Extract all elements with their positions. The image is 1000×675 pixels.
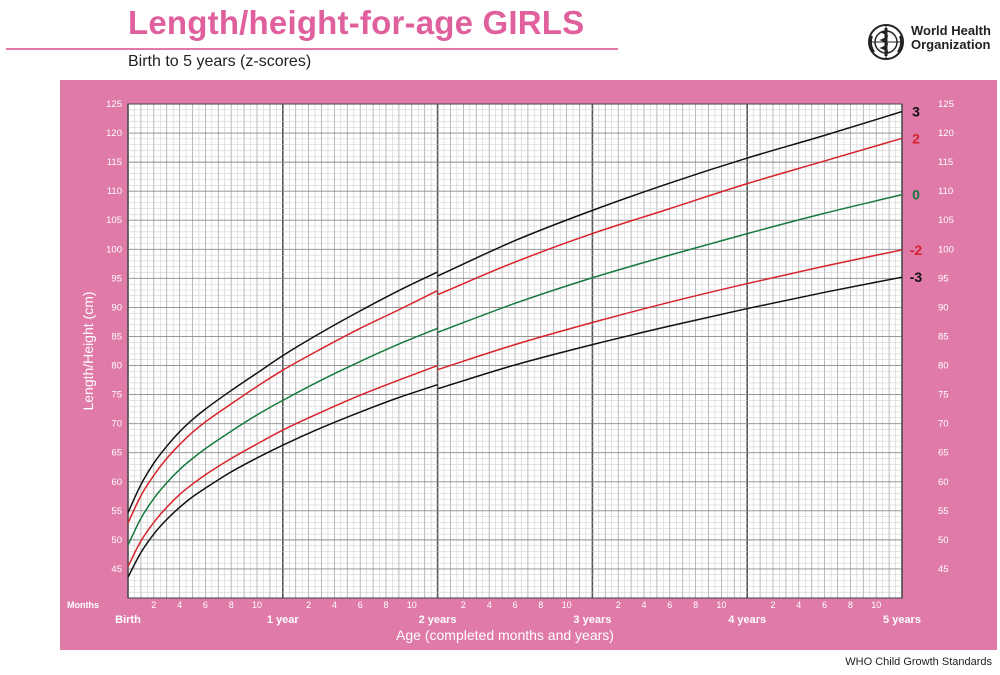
y-tick-label-left: 110 <box>107 186 122 197</box>
x-month-tick-label: 10 <box>562 600 572 610</box>
chart-subtitle: Birth to 5 years (z-scores) <box>128 53 312 70</box>
org-name: World Health Organization <box>911 24 991 52</box>
series-line-height-z0 <box>437 193 903 334</box>
y-tick-label-right: 65 <box>938 448 949 459</box>
x-month-tick-label: 4 <box>796 600 801 610</box>
x-month-tick-label: 2 <box>151 600 156 610</box>
y-tick-label-left: 105 <box>106 215 122 226</box>
y-tick-label-left: 60 <box>111 477 122 488</box>
x-year-label: 1 year <box>267 614 300 626</box>
x-year-label: 4 years <box>728 614 766 626</box>
x-month-tick-label: 10 <box>871 600 881 610</box>
x-month-tick-label: 10 <box>716 600 726 610</box>
series-label: 2 <box>912 130 920 146</box>
org-name-line2: Organization <box>911 37 991 52</box>
series-line-height-z3 <box>437 110 903 277</box>
y-tick-label-left: 70 <box>111 419 122 430</box>
org-name-line1: World Health <box>911 23 991 38</box>
y-tick-label-left: 95 <box>111 273 122 284</box>
x-year-label: Birth <box>115 614 141 626</box>
y-tick-label-right: 45 <box>938 564 949 575</box>
y-tick-label-left: 55 <box>111 506 122 517</box>
x-month-tick-label: 8 <box>229 600 234 610</box>
x-month-tick-label: 2 <box>770 600 775 610</box>
x-axis-title: Age (completed months and years) <box>396 627 614 643</box>
series-line-height-z2 <box>437 137 903 296</box>
y-tick-label-right: 95 <box>938 273 949 284</box>
x-month-tick-label: 2 <box>306 600 311 610</box>
y-tick-label-right: 120 <box>938 128 954 139</box>
series-label: -3 <box>910 269 923 285</box>
y-tick-label-right: 115 <box>938 157 953 168</box>
plot-border <box>127 103 903 599</box>
y-tick-label-left: 45 <box>111 564 122 575</box>
x-month-tick-label: 2 <box>461 600 466 610</box>
x-month-tick-label: 6 <box>203 600 208 610</box>
series-label: -2 <box>910 242 923 258</box>
y-tick-label-left: 125 <box>106 99 122 110</box>
x-month-tick-label: 2 <box>616 600 621 610</box>
series-line-length-z3 <box>127 271 438 513</box>
y-tick-label-right: 100 <box>938 244 954 255</box>
series-line-length-z-2 <box>127 364 438 567</box>
x-month-tick-label: 6 <box>667 600 672 610</box>
y-tick-label-right: 50 <box>938 535 949 546</box>
x-year-label: 5 years <box>883 614 921 626</box>
x-month-tick-label: 4 <box>641 600 646 610</box>
y-tick-label-left: 65 <box>111 448 122 459</box>
y-tick-label-left: 50 <box>111 535 122 546</box>
series-line-length-z-3 <box>127 383 438 578</box>
x-month-tick-label: 8 <box>383 600 388 610</box>
x-month-tick-label: 10 <box>252 600 262 610</box>
x-month-tick-label: 10 <box>407 600 417 610</box>
y-tick-label-right: 75 <box>938 390 949 401</box>
series-line-length-z2 <box>127 289 438 524</box>
y-tick-label-right: 105 <box>938 215 954 226</box>
y-tick-label-left: 115 <box>107 157 122 168</box>
y-tick-label-left: 100 <box>106 244 122 255</box>
series-line-height-z-3 <box>437 276 903 390</box>
title-rule <box>6 48 618 50</box>
y-tick-label-left: 85 <box>111 331 122 342</box>
footer-text: WHO Child Growth Standards <box>845 656 992 668</box>
y-axis-title: Length/Height (cm) <box>80 291 96 410</box>
series-label: 0 <box>912 187 920 203</box>
y-tick-label-right: 125 <box>938 99 954 110</box>
series-line-height-z-2 <box>437 249 903 371</box>
y-tick-label-right: 90 <box>938 302 949 313</box>
who-emblem-icon <box>868 24 904 60</box>
x-month-tick-label: 8 <box>538 600 543 610</box>
y-tick-label-left: 80 <box>111 361 122 372</box>
y-tick-label-right: 85 <box>938 331 949 342</box>
series-label: 3 <box>912 104 920 120</box>
x-axis-months-label: Months <box>67 600 99 610</box>
x-month-tick-label: 8 <box>693 600 698 610</box>
chart-title: Length/height-for-age GIRLS <box>128 4 585 41</box>
x-month-tick-label: 8 <box>848 600 853 610</box>
x-month-tick-label: 6 <box>512 600 517 610</box>
series-line-length-z0 <box>127 327 438 546</box>
x-month-tick-label: 6 <box>822 600 827 610</box>
y-tick-label-right: 70 <box>938 419 949 430</box>
x-month-tick-label: 4 <box>487 600 492 610</box>
y-tick-label-left: 90 <box>111 302 122 313</box>
y-tick-label-left: 75 <box>111 390 122 401</box>
y-tick-label-right: 55 <box>938 506 949 517</box>
x-year-label: 3 years <box>573 614 611 626</box>
y-tick-label-right: 80 <box>938 361 949 372</box>
y-tick-label-left: 120 <box>106 128 122 139</box>
x-month-tick-label: 4 <box>332 600 337 610</box>
x-month-tick-label: 4 <box>177 600 182 610</box>
y-tick-label-right: 110 <box>938 186 953 197</box>
x-year-label: 2 years <box>419 614 457 626</box>
x-month-tick-label: 6 <box>358 600 363 610</box>
y-tick-label-right: 60 <box>938 477 949 488</box>
